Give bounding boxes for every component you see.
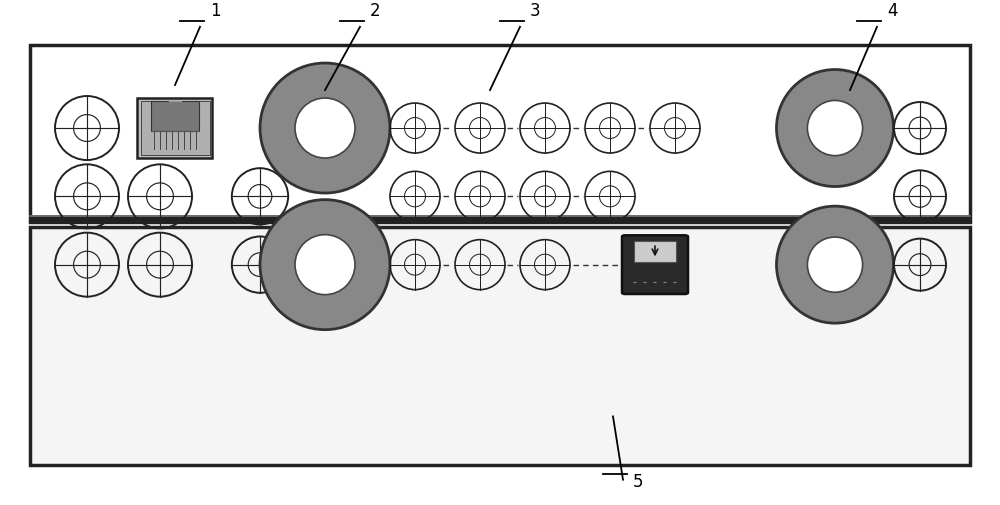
Ellipse shape — [663, 282, 667, 284]
Ellipse shape — [776, 207, 894, 324]
Ellipse shape — [807, 101, 863, 157]
Bar — [30, 45, 970, 222]
Text: 3: 3 — [530, 2, 540, 20]
FancyBboxPatch shape — [622, 236, 688, 294]
Text: 1: 1 — [210, 2, 220, 20]
Text: 4: 4 — [887, 2, 897, 20]
Bar — [634, 241, 676, 263]
Ellipse shape — [643, 282, 647, 284]
Ellipse shape — [260, 64, 390, 193]
FancyBboxPatch shape — [140, 102, 210, 156]
FancyBboxPatch shape — [137, 99, 212, 159]
Ellipse shape — [776, 70, 894, 187]
Ellipse shape — [295, 235, 355, 295]
Ellipse shape — [673, 282, 677, 284]
Bar — [151, 102, 199, 132]
Ellipse shape — [260, 200, 390, 330]
Ellipse shape — [633, 282, 637, 284]
Text: 2: 2 — [370, 2, 380, 20]
Bar — [30, 227, 970, 465]
Ellipse shape — [807, 237, 863, 293]
Ellipse shape — [295, 99, 355, 159]
Ellipse shape — [653, 282, 657, 284]
Text: 5: 5 — [633, 472, 643, 490]
